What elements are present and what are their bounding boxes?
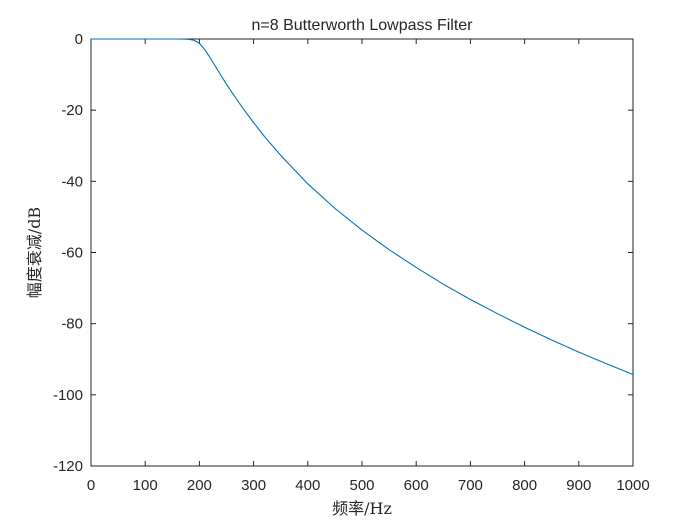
y-tick-label: -80 (61, 316, 83, 333)
y-tick-label: -120 (53, 458, 83, 475)
series-line (91, 38, 634, 376)
y-tick-label: -20 (61, 102, 83, 119)
x-tick-label: 1000 (616, 477, 649, 494)
x-tick-label: 600 (404, 477, 429, 494)
y-axis-label: 幅度衰减/dB (25, 207, 44, 298)
x-tick-label: 200 (187, 477, 212, 494)
y-tick-label: -100 (53, 387, 83, 404)
x-axis: 0 100 200 300 400 500 600 700 800 900 1000 (87, 39, 650, 494)
x-tick-label: 500 (349, 477, 374, 494)
x-tick-label: 0 (87, 477, 95, 494)
x-axis-label: 频率/Hz (332, 499, 392, 518)
plot-area (90, 38, 634, 467)
x-tick-label: 300 (241, 477, 266, 494)
series-layer (91, 38, 634, 376)
x-tick-label: 800 (512, 477, 537, 494)
chart-title: n=8 Butterworth Lowpass Filter (252, 17, 474, 34)
y-tick-label: -40 (61, 173, 83, 190)
y-axis: 0 -20 -40 -60 -80 -100 -120 (53, 31, 633, 475)
x-tick-label: 100 (133, 477, 158, 494)
x-tick-label: 700 (458, 477, 483, 494)
y-tick-label: 0 (75, 31, 83, 48)
axes-frame (90, 38, 634, 467)
y-tick-label: -60 (61, 245, 83, 262)
x-tick-label: 900 (566, 477, 591, 494)
x-tick-label: 400 (295, 477, 320, 494)
